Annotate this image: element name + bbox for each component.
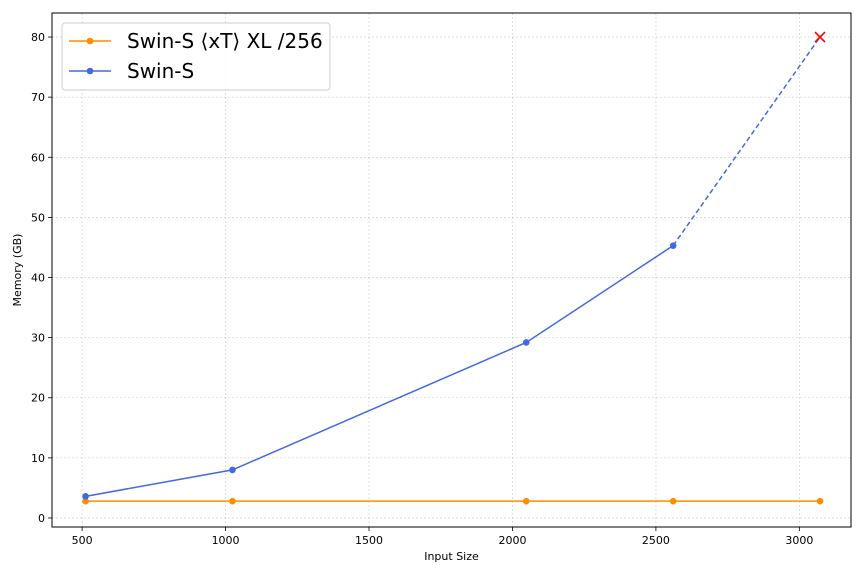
data-point bbox=[229, 497, 236, 505]
series-line bbox=[85, 245, 674, 498]
data-point bbox=[669, 242, 677, 249]
y-tick-label: 80 bbox=[31, 31, 45, 44]
x-tick-label: 2000 bbox=[498, 534, 526, 547]
y-tick-label: 70 bbox=[31, 91, 45, 104]
series-0 bbox=[82, 497, 824, 505]
data-point bbox=[522, 497, 530, 505]
data-point bbox=[82, 497, 89, 505]
x-tick-label: 3000 bbox=[785, 534, 813, 547]
series-1 bbox=[82, 31, 826, 500]
legend-label: Swin-S bbox=[127, 59, 194, 83]
y-tick-label: 30 bbox=[31, 332, 45, 345]
series-layer bbox=[82, 31, 826, 505]
x-tick-label: 2500 bbox=[642, 534, 670, 547]
y-axis-label: Memory (GB) bbox=[11, 234, 24, 307]
extrapolation-line bbox=[672, 36, 821, 247]
y-tick-label: 50 bbox=[31, 211, 45, 224]
data-point bbox=[522, 339, 530, 346]
y-tick-label: 20 bbox=[31, 392, 45, 405]
axis-ticks: 500 1000 1500 2000 2500 3000 0 10 20 30 40 50 60 70 80 bbox=[31, 31, 813, 547]
legend-label: Swin-S ⟨xT⟩ XL /256 bbox=[127, 29, 323, 53]
legend-swatch-marker bbox=[86, 37, 94, 45]
legend: Swin-S ⟨xT⟩ XL /256 Swin-S bbox=[61, 22, 331, 91]
legend-box bbox=[61, 22, 331, 91]
x-tick-label: 500 bbox=[72, 534, 93, 547]
y-tick-label: 0 bbox=[38, 512, 45, 525]
y-tick-label: 60 bbox=[31, 151, 45, 164]
x-tick-label: 1000 bbox=[212, 534, 240, 547]
x-axis-label: Input Size bbox=[424, 550, 479, 563]
legend-swatch-marker bbox=[86, 67, 94, 75]
grid-lines bbox=[52, 13, 851, 527]
data-point bbox=[669, 497, 677, 505]
y-tick-label: 10 bbox=[31, 452, 45, 465]
data-point bbox=[229, 466, 236, 474]
oom-marker bbox=[814, 31, 826, 43]
data-point bbox=[816, 497, 824, 505]
y-tick-label: 40 bbox=[31, 272, 45, 285]
plot-frame bbox=[51, 12, 852, 528]
x-tick-label: 1500 bbox=[355, 534, 383, 547]
data-point bbox=[82, 493, 89, 500]
